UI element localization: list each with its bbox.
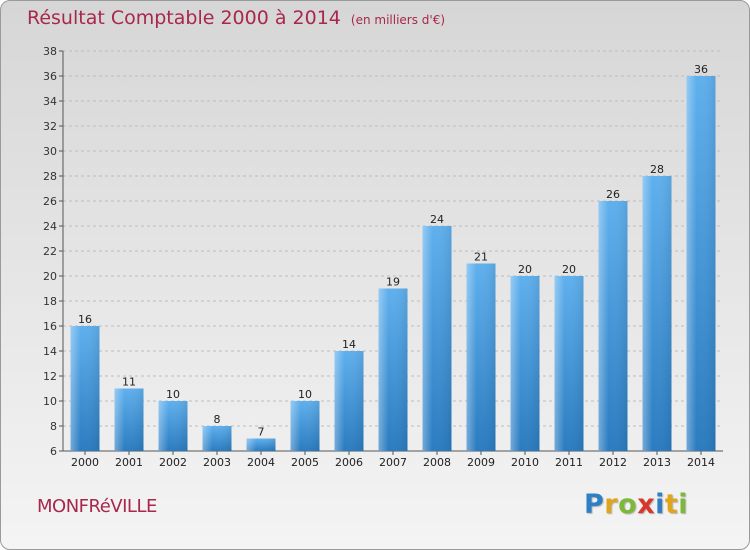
data-label-2014: 36 <box>694 63 708 76</box>
x-tick-label-2002: 2002 <box>159 456 187 469</box>
data-label-2009: 21 <box>474 251 488 264</box>
logo-letter: i <box>655 489 665 520</box>
y-tick-label: 30 <box>43 145 57 158</box>
data-label-2011: 20 <box>562 263 576 276</box>
bar-shade-2003 <box>202 426 232 451</box>
y-tick-label: 20 <box>43 270 57 283</box>
x-tick-label-2009: 2009 <box>467 456 495 469</box>
y-tick-label: 16 <box>43 320 57 333</box>
x-tick-label-2004: 2004 <box>247 456 275 469</box>
x-tick-label-2001: 2001 <box>115 456 143 469</box>
x-tick-labels: 2000 2001 2002 2003 2004 2005 2006 2007 2008 2009… <box>71 456 715 469</box>
logo-letter: P <box>584 489 605 520</box>
x-tick-label-2006: 2006 <box>335 456 363 469</box>
bar-shade-2010 <box>510 276 540 451</box>
bar-shade-2000 <box>70 326 100 451</box>
y-tick-label: 6 <box>50 445 57 458</box>
y-tick-label: 24 <box>43 220 57 233</box>
y-tick-label: 14 <box>43 345 57 358</box>
bar-shade-2014 <box>686 76 716 451</box>
logo-letter: t <box>664 489 679 520</box>
data-label-2002: 10 <box>166 388 180 401</box>
x-tick-label-2007: 2007 <box>379 456 407 469</box>
y-tick-label: 38 <box>43 45 57 58</box>
y-tick-label: 22 <box>43 245 57 258</box>
chart-subtitle: (en milliers d'€) <box>350 13 446 27</box>
chart-title-text: Résultat Comptable 2000 à 2014 <box>27 7 341 29</box>
x-tick-label-2014: 2014 <box>687 456 715 469</box>
chart-title: Résultat Comptable 2000 à 2014 (en millie… <box>27 7 445 29</box>
bar-shade-2001 <box>114 388 144 451</box>
y-tick-label: 8 <box>50 420 57 433</box>
bar-shade-2009 <box>466 263 496 451</box>
data-labels: 16 11 10 8 7 10 14 19 24 21 20 20 26 28 36 <box>78 63 708 439</box>
logo-letter: x <box>637 489 656 520</box>
x-tick-label-2011: 2011 <box>555 456 583 469</box>
x-tick-label-2012: 2012 <box>599 456 627 469</box>
logo-letter: r <box>604 489 619 520</box>
y-tick-label: 36 <box>43 70 57 83</box>
y-tick-label: 12 <box>43 370 57 383</box>
data-label-2005: 10 <box>298 388 312 401</box>
bars <box>70 76 716 451</box>
data-label-2000: 16 <box>78 313 92 326</box>
data-label-2004: 7 <box>258 426 265 439</box>
logo-letter: i <box>678 489 689 520</box>
bar-shade-2013 <box>642 176 672 451</box>
commune-name: MONFRéVILLE <box>37 496 157 517</box>
y-tick-label: 32 <box>43 120 57 133</box>
x-tick-label-2005: 2005 <box>291 456 319 469</box>
x-tick-label-2010: 2010 <box>511 456 539 469</box>
y-tick-label: 18 <box>43 295 57 308</box>
y-tick-label: 28 <box>43 170 57 183</box>
proxiti-logo: Proxiti <box>584 489 688 520</box>
data-label-2008: 24 <box>430 213 444 226</box>
x-tick-label-2008: 2008 <box>423 456 451 469</box>
bar-shade-2002 <box>158 401 188 451</box>
bar-shade-2004 <box>246 438 276 451</box>
x-tick-label-2000: 2000 <box>71 456 99 469</box>
y-tick-labels: 6 8 10 12 14 16 18 20 22 24 26 28 30 32 34 36 38 <box>43 45 57 458</box>
data-label-2007: 19 <box>386 276 400 289</box>
data-label-2012: 26 <box>606 188 620 201</box>
y-tick-label: 10 <box>43 395 57 408</box>
data-label-2006: 14 <box>342 338 356 351</box>
y-tick-label: 26 <box>43 195 57 208</box>
bar-shade-2006 <box>334 351 364 451</box>
data-label-2003: 8 <box>214 413 221 426</box>
bar-shade-2012 <box>598 201 628 451</box>
x-tick-label-2013: 2013 <box>643 456 671 469</box>
bar-shade-2008 <box>422 226 452 451</box>
x-tick-label-2003: 2003 <box>203 456 231 469</box>
data-label-2013: 28 <box>650 163 664 176</box>
data-label-2010: 20 <box>518 263 532 276</box>
y-tick-label: 34 <box>43 95 57 108</box>
bar-shade-2005 <box>290 401 320 451</box>
bar-shade-2007 <box>378 288 408 451</box>
logo-letter: o <box>618 489 638 520</box>
data-label-2001: 11 <box>122 376 136 389</box>
bar-shade-2011 <box>554 276 584 451</box>
